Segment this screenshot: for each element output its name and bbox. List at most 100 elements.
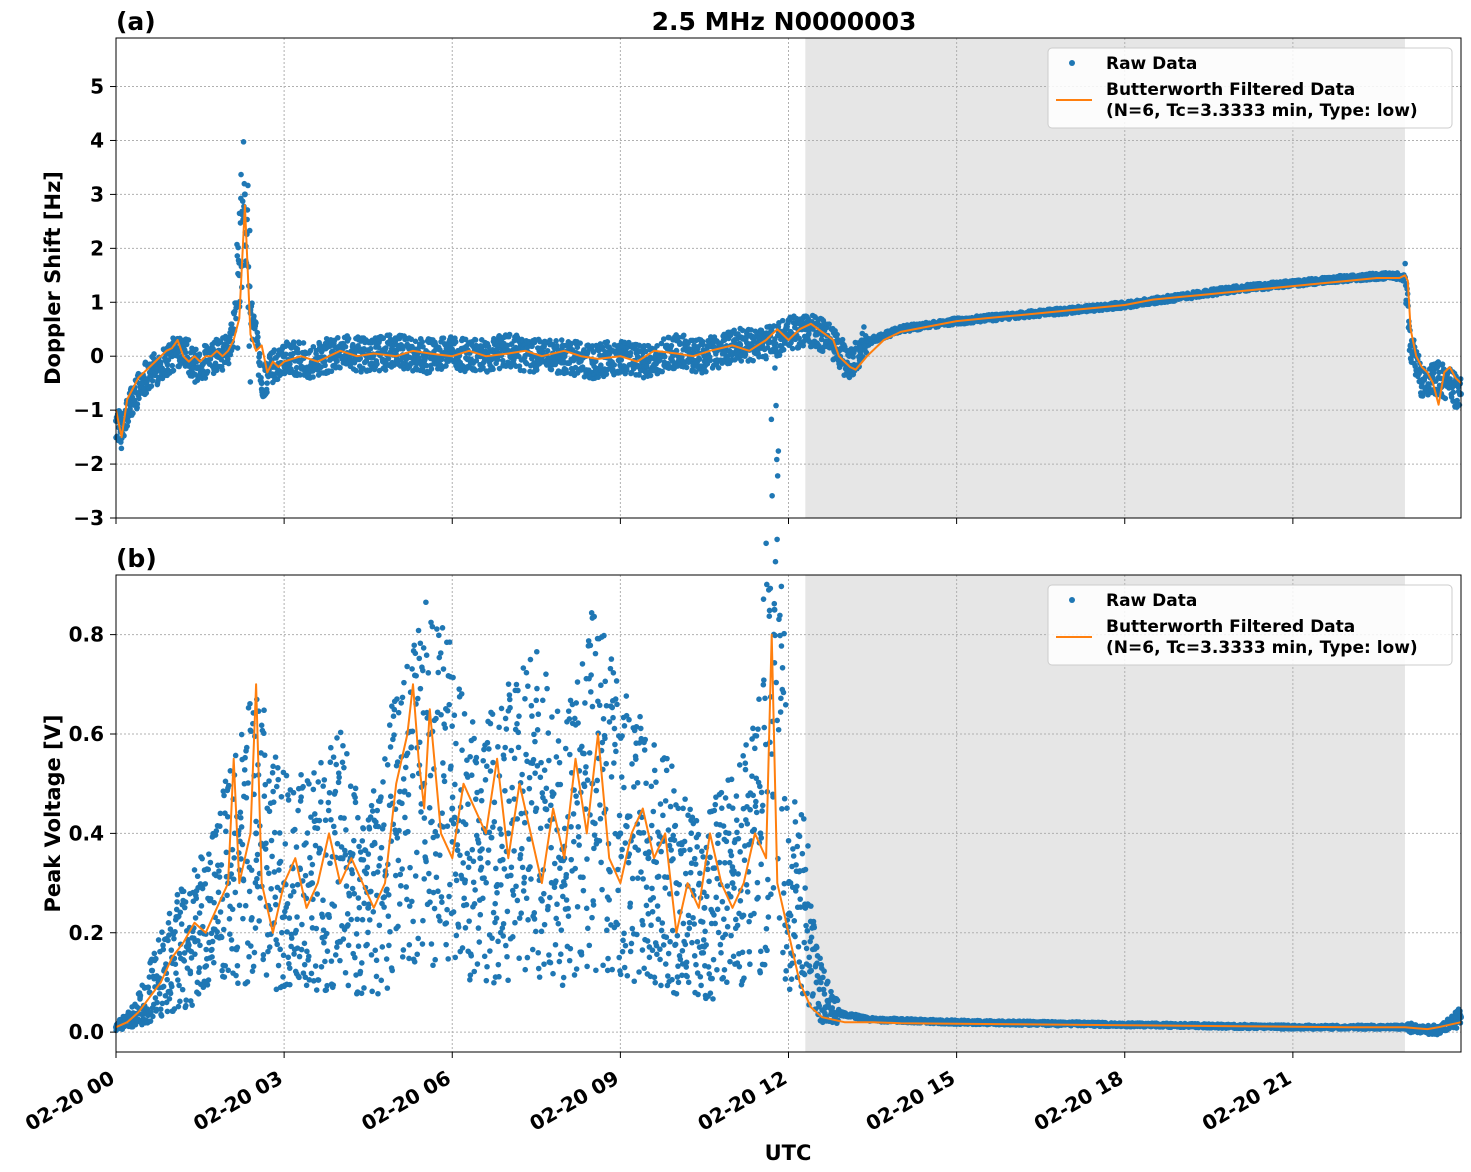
raw-data-point	[399, 800, 405, 807]
raw-data-point	[329, 348, 336, 355]
raw-data-point	[288, 935, 295, 941]
raw-data-point	[158, 1013, 165, 1019]
raw-data-point	[418, 809, 424, 815]
raw-data-point	[166, 910, 173, 917]
raw-data-point	[241, 767, 248, 773]
raw-data-point	[313, 925, 320, 932]
raw-data-point	[352, 794, 358, 801]
raw-data-point	[205, 977, 212, 983]
raw-data-point	[173, 970, 179, 977]
raw-data-point	[280, 974, 286, 980]
raw-data-point	[166, 995, 173, 1002]
raw-data-point	[459, 747, 465, 753]
raw-data-point	[319, 914, 326, 920]
raw-data-point	[472, 887, 478, 893]
raw-data-point	[449, 794, 456, 801]
raw-data-point	[378, 794, 384, 800]
raw-data-point	[506, 331, 513, 338]
raw-data-point	[521, 368, 527, 374]
raw-data-point	[301, 961, 308, 968]
raw-data-point	[219, 367, 226, 373]
raw-data-point	[239, 841, 246, 848]
raw-data-point	[345, 335, 352, 342]
raw-data-point	[248, 943, 254, 949]
raw-data-point	[337, 957, 343, 964]
raw-data-point	[440, 335, 447, 341]
raw-data-point	[309, 861, 316, 868]
raw-data-point	[460, 860, 467, 866]
raw-data-point	[206, 851, 212, 857]
raw-data-point	[196, 351, 203, 357]
raw-data-point	[180, 888, 187, 895]
raw-data-point	[174, 891, 181, 898]
raw-data-point	[303, 982, 310, 989]
raw-data-point	[365, 851, 372, 857]
raw-data-point	[243, 794, 250, 801]
raw-data-point	[304, 830, 311, 836]
raw-data-point	[124, 423, 131, 429]
raw-data-point	[381, 822, 387, 828]
raw-data-point	[642, 348, 649, 355]
raw-data-point	[177, 998, 183, 1005]
raw-data-point	[673, 347, 680, 354]
raw-data-point	[230, 876, 237, 883]
raw-data-point	[167, 990, 174, 997]
panel-a-y-tick-label: 4	[90, 128, 104, 152]
raw-data-point	[255, 334, 261, 340]
raw-data-point	[215, 918, 221, 925]
raw-data-point	[796, 335, 802, 342]
raw-data-point	[363, 870, 370, 877]
raw-data-point	[154, 999, 160, 1006]
raw-data-point	[258, 722, 265, 729]
raw-data-point	[211, 899, 217, 906]
raw-data-point	[194, 873, 201, 880]
raw-data-point	[692, 368, 699, 375]
raw-data-point	[470, 879, 477, 886]
raw-data-point	[386, 332, 393, 338]
raw-data-point	[446, 893, 452, 900]
raw-data-point	[165, 357, 172, 363]
raw-data-point	[450, 909, 457, 915]
raw-data-point	[399, 866, 405, 872]
raw-data-point	[225, 782, 232, 789]
raw-data-point	[438, 894, 445, 900]
raw-data-point	[707, 357, 714, 364]
raw-data-point	[703, 368, 709, 375]
raw-data-point	[287, 361, 293, 367]
raw-data-point	[252, 925, 259, 931]
raw-data-point	[463, 901, 470, 908]
raw-data-point	[357, 968, 364, 975]
raw-data-point	[494, 346, 500, 353]
raw-data-point	[444, 823, 451, 829]
raw-data-point	[272, 901, 279, 908]
raw-data-point	[241, 191, 248, 198]
raw-data-point	[352, 785, 359, 792]
raw-data-point	[462, 821, 469, 828]
raw-data-point	[268, 885, 274, 892]
raw-data-point	[322, 817, 329, 824]
raw-data-point	[171, 935, 177, 942]
raw-data-point	[366, 826, 373, 832]
raw-data-point	[264, 389, 270, 396]
raw-data-point	[467, 753, 473, 760]
raw-data-point	[205, 866, 212, 873]
raw-data-point	[450, 674, 456, 681]
raw-data-point	[469, 719, 476, 725]
raw-data-point	[419, 339, 426, 345]
raw-data-point	[296, 340, 303, 347]
raw-data-point	[254, 329, 261, 336]
raw-data-point	[387, 928, 393, 935]
raw-data-point	[417, 640, 424, 647]
raw-data-point	[408, 744, 415, 750]
raw-data-point	[175, 977, 181, 983]
raw-data-point	[325, 807, 332, 814]
raw-data-point	[419, 667, 426, 674]
raw-data-point	[245, 780, 251, 786]
raw-data-point	[260, 952, 267, 958]
raw-data-point	[330, 823, 337, 830]
raw-data-point	[125, 418, 132, 425]
raw-data-point	[334, 735, 340, 741]
raw-data-point	[328, 368, 335, 375]
raw-data-point	[343, 883, 350, 889]
raw-data-point	[203, 963, 210, 969]
